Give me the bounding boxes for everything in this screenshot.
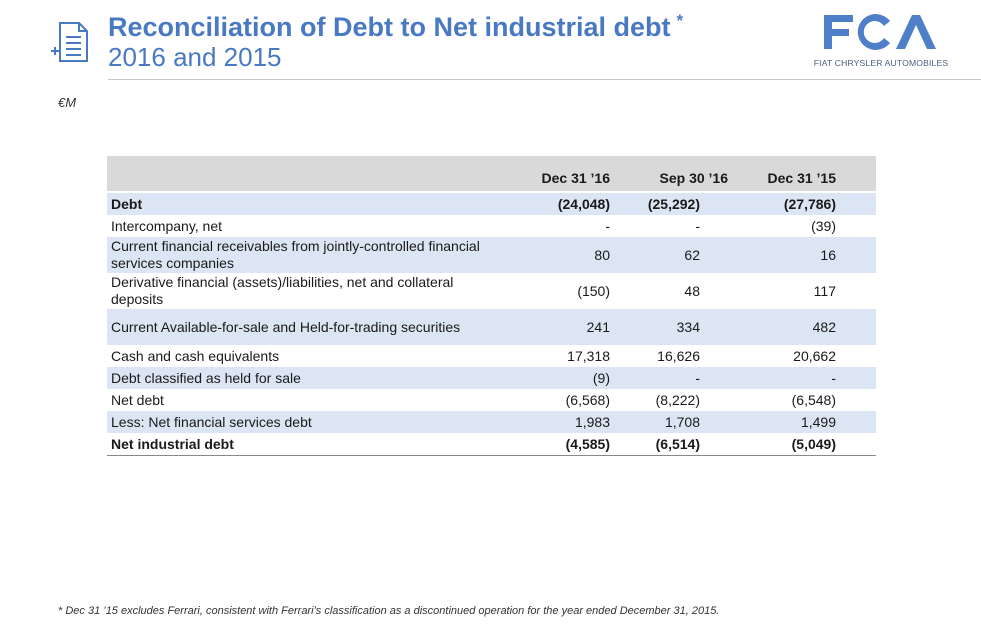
cell-sep-30-16: 1,708 bbox=[612, 411, 738, 433]
title-asterisk: * bbox=[676, 11, 684, 30]
row-label: Less: Net financial services debt bbox=[107, 411, 487, 433]
header-divider bbox=[108, 79, 981, 80]
cell-dec-31-15: 1,499 bbox=[738, 411, 876, 433]
cell-sep-30-16: 62 bbox=[612, 237, 738, 273]
reconciliation-table: Dec 31 ’16 Sep 30 ’16 Dec 31 ’15 Debt (2… bbox=[107, 156, 876, 456]
footnote: * Dec 31 ’15 excludes Ferrari, consisten… bbox=[58, 605, 720, 617]
table-header-row: Dec 31 ’16 Sep 30 ’16 Dec 31 ’15 bbox=[107, 156, 876, 193]
cell-dec-31-15: 117 bbox=[813, 282, 836, 299]
cell-dec-31-16: 241 bbox=[487, 309, 612, 345]
header-empty-cell bbox=[107, 156, 487, 193]
currency-unit-label: €M bbox=[58, 95, 77, 110]
table-row-net-debt: Net debt (6,568) (8,222) (6,548) bbox=[107, 389, 876, 411]
row-label: Net industrial debt bbox=[107, 433, 487, 456]
cell-dec-31-15: 20,662 bbox=[793, 348, 836, 364]
cell-dec-31-15: 482 bbox=[738, 309, 876, 345]
row-label: Derivative financial (assets)/liabilitie… bbox=[111, 274, 454, 307]
cell-dec-31-16: (24,048) bbox=[487, 192, 612, 215]
cell-sep-30-16: 16,626 bbox=[657, 348, 700, 364]
cell-dec-31-15: - bbox=[738, 367, 876, 389]
row-label: Debt classified as held for sale bbox=[107, 367, 487, 389]
fca-logo: FIAT CHRYSLER AUTOMOBILES bbox=[806, 13, 956, 71]
cell-sep-30-16: - bbox=[612, 367, 738, 389]
cell-sep-30-16: - bbox=[695, 218, 700, 234]
cell-dec-31-16: 17,318 bbox=[567, 348, 610, 364]
title-block: Reconciliation of Debt to Net industrial… bbox=[108, 12, 683, 72]
table-row-cash: Cash and cash equivalents 17,318 16,626 … bbox=[107, 345, 876, 367]
cell-dec-31-16: (150) bbox=[577, 282, 610, 299]
cell-sep-30-16: 334 bbox=[612, 309, 738, 345]
cell-dec-31-16: - bbox=[605, 218, 610, 234]
cell-sep-30-16: (25,292) bbox=[612, 192, 738, 215]
cell-dec-31-16: 80 bbox=[487, 237, 612, 273]
fca-logo-mark bbox=[824, 13, 936, 50]
page-title-text: Reconciliation of Debt to Net industrial… bbox=[108, 12, 671, 42]
cell-dec-31-16: 1,983 bbox=[487, 411, 612, 433]
document-add-icon bbox=[50, 20, 92, 66]
cell-dec-31-16: (4,585) bbox=[487, 433, 612, 456]
column-header-dec-31-15: Dec 31 ’15 bbox=[738, 156, 876, 193]
row-label: Cash and cash equivalents bbox=[111, 348, 280, 364]
table-row-financial-services-debt: Less: Net financial services debt 1,983 … bbox=[107, 411, 876, 433]
row-label: Debt bbox=[107, 192, 487, 215]
cell-dec-31-15: (39) bbox=[811, 218, 836, 234]
row-label: Current financial receivables from joint… bbox=[107, 237, 487, 273]
table-row-securities: Current Available-for-sale and Held-for-… bbox=[107, 309, 876, 345]
column-header-dec-31-16: Dec 31 ’16 bbox=[487, 156, 612, 193]
table-row-derivatives: Derivative financial (assets)/liabilitie… bbox=[107, 273, 876, 309]
row-label: Net debt bbox=[111, 392, 164, 408]
table-row-financial-receivables: Current financial receivables from joint… bbox=[107, 237, 876, 273]
row-label: Intercompany, net bbox=[111, 218, 223, 234]
cell-dec-31-15: (27,786) bbox=[738, 192, 876, 215]
page-subtitle: 2016 and 2015 bbox=[108, 42, 282, 72]
cell-sep-30-16: 48 bbox=[684, 282, 700, 299]
row-label: Current Available-for-sale and Held-for-… bbox=[107, 309, 487, 345]
cell-dec-31-15: (6,548) bbox=[791, 392, 836, 408]
table-row-held-for-sale: Debt classified as held for sale (9) - - bbox=[107, 367, 876, 389]
logo-caption: FIAT CHRYSLER AUTOMOBILES bbox=[813, 58, 949, 68]
cell-dec-31-15: (5,049) bbox=[738, 433, 876, 456]
column-header-sep-30-16: Sep 30 ’16 bbox=[612, 156, 738, 193]
cell-sep-30-16: (8,222) bbox=[655, 392, 700, 408]
table-row-debt: Debt (24,048) (25,292) (27,786) bbox=[107, 192, 876, 215]
table-row-intercompany: Intercompany, net - - (39) bbox=[107, 215, 876, 237]
cell-dec-31-16: (9) bbox=[487, 367, 612, 389]
table-row-net-industrial-debt: Net industrial debt (4,585) (6,514) (5,0… bbox=[107, 433, 876, 456]
page-title: Reconciliation of Debt to Net industrial… bbox=[108, 12, 683, 42]
cell-dec-31-16: (6,568) bbox=[565, 392, 610, 408]
cell-dec-31-15: 16 bbox=[738, 237, 876, 273]
cell-sep-30-16: (6,514) bbox=[612, 433, 738, 456]
